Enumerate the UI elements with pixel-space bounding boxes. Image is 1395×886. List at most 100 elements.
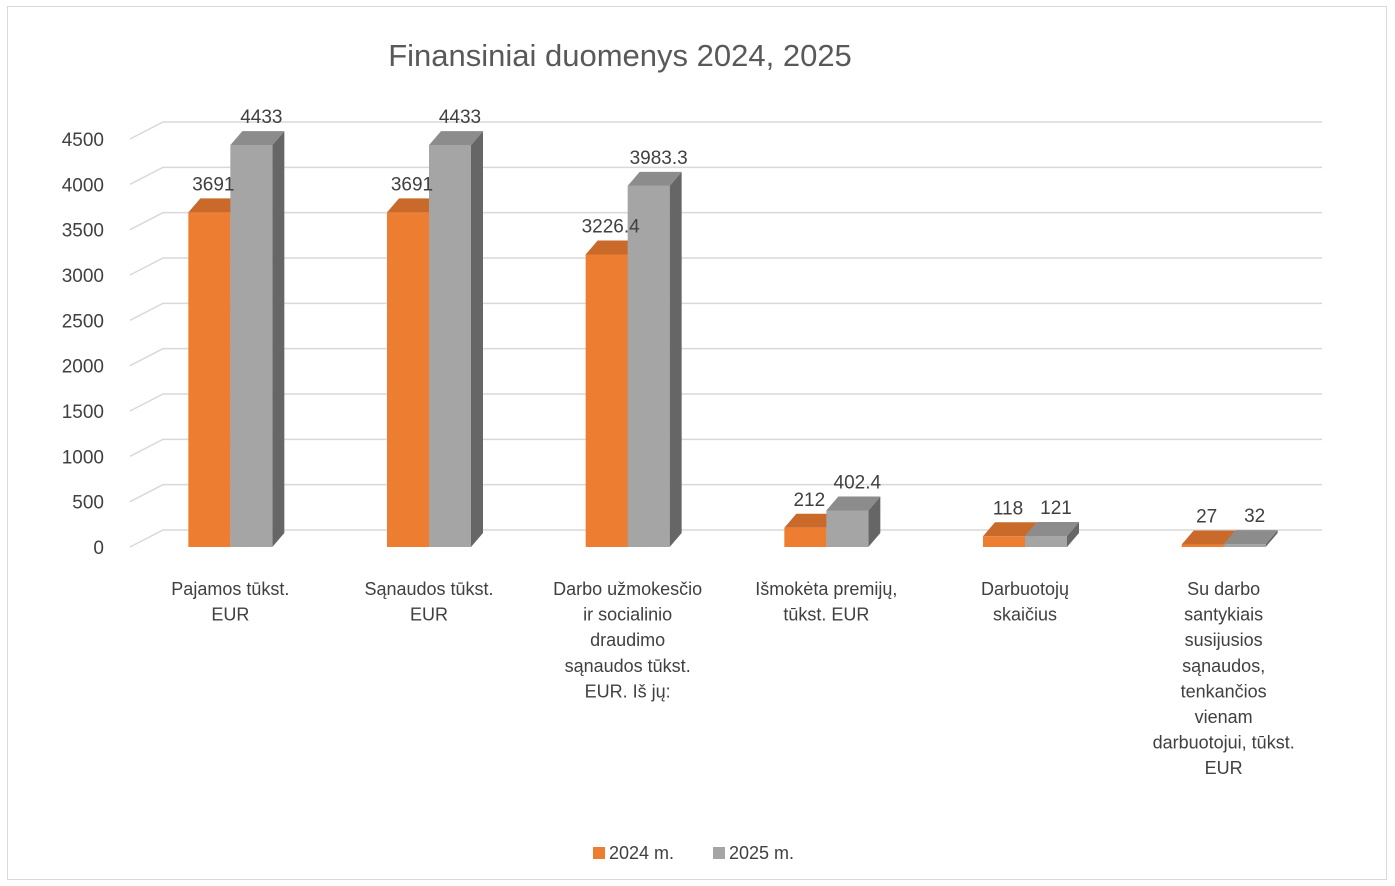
- data-label: 402.4: [834, 473, 882, 494]
- bar-top: [188, 198, 243, 213]
- category-label-line: Išmokėta premijų,: [755, 579, 897, 599]
- category-label: Su darbo santykiais susijusios sąnaudos, ten…: [1153, 579, 1295, 778]
- category-label: Išmokėta premijų, tūkst. EUR: [755, 579, 897, 625]
- data-label: 3226.4: [582, 216, 641, 237]
- data-label: 3691: [192, 174, 234, 195]
- bar-front: [429, 145, 471, 548]
- bar-side: [868, 496, 881, 547]
- bar-top: [387, 198, 441, 213]
- bar-top: [1025, 522, 1079, 537]
- bar-2025: [230, 131, 285, 548]
- legend-label: 2025 m.: [729, 843, 794, 863]
- category-label-line: EUR. Iš jų:: [585, 681, 671, 701]
- legend-item: 2025 m.: [713, 843, 794, 863]
- y-tick-label: 1500: [62, 402, 104, 423]
- category-label-line: vienam: [1195, 707, 1253, 727]
- bar-front: [826, 510, 869, 547]
- bar-front: [230, 145, 273, 548]
- bar-2024: [784, 513, 839, 547]
- y-tick-label: 2000: [62, 357, 104, 378]
- legend-item: 2024 m.: [593, 843, 674, 863]
- bar-2025: [1025, 522, 1079, 547]
- bar-top: [230, 131, 285, 146]
- legend-label: 2024 m.: [609, 843, 674, 863]
- legend: 2024 m. 2025 m.: [593, 843, 794, 863]
- category-label-line: skaičius: [993, 605, 1057, 625]
- category-label-line: tenkančios: [1181, 681, 1267, 701]
- y-axis-ticks: 0 500 1000 1500 2000 2500 3000 3500 4000 4500: [62, 130, 104, 559]
- bar-front: [1223, 544, 1266, 547]
- bar-top: [826, 496, 881, 511]
- bar-top: [585, 240, 640, 255]
- bar-top: [429, 131, 483, 146]
- category-label-line: sąnaudos tūkst.: [565, 656, 691, 676]
- bar-front: [627, 185, 670, 547]
- y-tick-label: 3500: [62, 221, 104, 242]
- y-tick-label: 4500: [62, 130, 104, 151]
- category-label: Darbuotojų skaičius: [981, 579, 1069, 625]
- data-label: 3983.3: [630, 148, 688, 169]
- y-tick-label: 1000: [62, 447, 104, 468]
- gridline: [129, 393, 1322, 412]
- data-label: 4433: [240, 107, 282, 128]
- data-label: 32: [1244, 506, 1265, 527]
- category-label-line: santykiais: [1184, 605, 1263, 625]
- bar-top: [1223, 530, 1278, 545]
- gridline: [129, 302, 1322, 322]
- category-label: Pajamos tūkst. EUR: [171, 579, 289, 625]
- category-label-line: EUR: [211, 605, 249, 625]
- category-label-line: darbuotojui, tūkst.: [1153, 733, 1295, 753]
- category-label: Darbo užmokesčio ir socialinio draudimo sąn…: [553, 579, 702, 701]
- bar-top: [983, 522, 1037, 537]
- bar-front: [188, 212, 231, 547]
- gridline: [129, 529, 1322, 548]
- chart-title: Finansiniai duomenys 2024, 2025: [388, 38, 852, 73]
- gridline: [129, 211, 1322, 231]
- bar-top: [1181, 530, 1236, 545]
- bar-front: [784, 527, 827, 547]
- data-label: 212: [793, 490, 825, 511]
- bar-front: [1181, 544, 1224, 547]
- category-label-line: susijusios: [1185, 630, 1263, 650]
- bar-2025: [826, 496, 881, 547]
- gridline: [129, 121, 1322, 140]
- bars: [188, 131, 1278, 548]
- category-label-line: Darbo užmokesčio: [553, 579, 702, 599]
- data-label: 118: [993, 498, 1023, 519]
- legend-swatch: [713, 847, 725, 859]
- bar-side: [669, 171, 682, 547]
- bar-top: [627, 171, 682, 186]
- gridline: [129, 483, 1322, 503]
- category-label-line: Darbuotojų: [981, 579, 1069, 599]
- bar-side: [471, 131, 483, 548]
- bar-side: [272, 131, 285, 548]
- data-label: 3691: [391, 174, 433, 195]
- gridlines: [129, 121, 1322, 548]
- bar-front: [387, 212, 429, 547]
- gridline: [129, 257, 1322, 276]
- category-label-line: draudimo: [590, 630, 665, 650]
- category-label-line: sąnaudos,: [1182, 656, 1265, 676]
- y-tick-label: 2500: [62, 311, 104, 332]
- bar-top: [784, 513, 839, 528]
- gridline: [129, 166, 1322, 186]
- bar-2025: [1223, 530, 1278, 547]
- category-label-line: Pajamos tūkst.: [171, 579, 289, 599]
- gridline: [129, 438, 1322, 458]
- bar-front: [1025, 536, 1067, 547]
- bar-front: [585, 254, 628, 547]
- category-label-line: ir socialinio: [583, 605, 672, 625]
- category-label-line: Su darbo: [1187, 579, 1260, 599]
- y-tick-label: 3000: [62, 266, 104, 287]
- gridline: [129, 347, 1322, 367]
- y-tick-label: 500: [72, 493, 104, 514]
- bar-front: [983, 536, 1025, 547]
- data-label: 121: [1040, 498, 1072, 519]
- legend-swatch: [593, 847, 605, 859]
- category-label-line: Sąnaudos tūkst.: [364, 579, 493, 599]
- bar-2025: [429, 131, 483, 548]
- bar-2025: [627, 171, 682, 547]
- x-axis-categories: Pajamos tūkst. EUR Sąnaudos tūkst. EUR Darbo…: [171, 579, 1294, 778]
- y-tick-label: 4000: [62, 175, 104, 196]
